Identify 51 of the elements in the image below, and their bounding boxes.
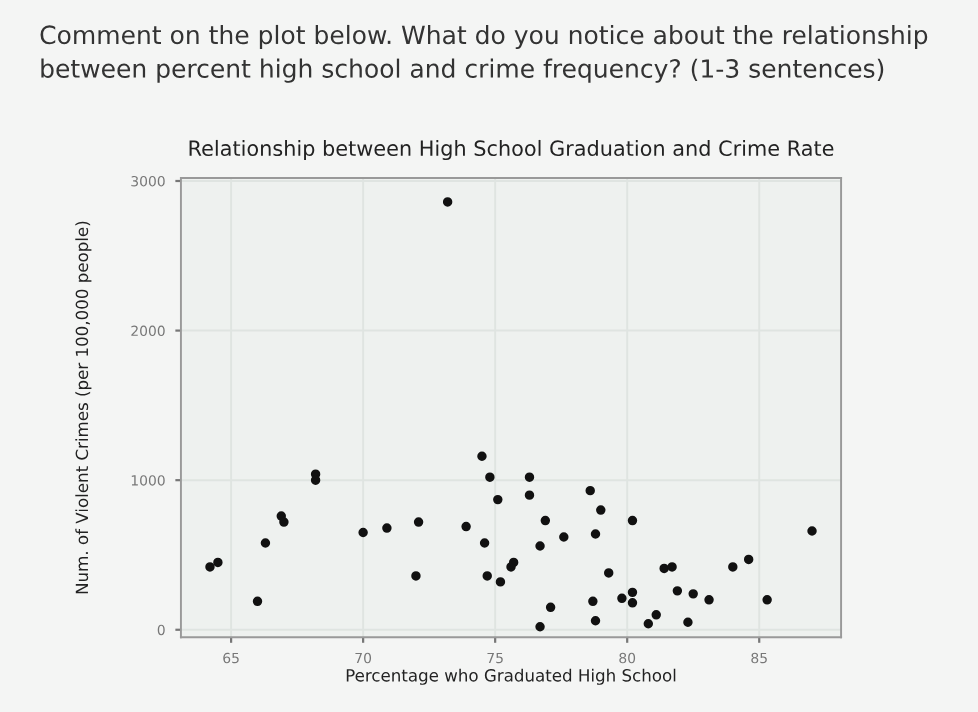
point (590, 529, 601, 539)
point (651, 610, 661, 620)
point (617, 593, 627, 604)
point (643, 619, 654, 629)
point (495, 577, 506, 587)
point (413, 517, 424, 527)
point (807, 526, 817, 536)
point (627, 515, 638, 526)
point (535, 622, 545, 632)
point (683, 617, 693, 627)
point (585, 485, 595, 496)
point (535, 541, 545, 551)
point (762, 595, 772, 605)
point (482, 571, 492, 581)
point (728, 562, 738, 572)
point (411, 571, 421, 581)
point (545, 602, 556, 613)
point (382, 523, 392, 533)
point (358, 527, 368, 538)
point (493, 494, 503, 505)
point (596, 505, 606, 515)
point (743, 554, 754, 565)
point (704, 595, 714, 605)
point (477, 451, 487, 461)
point (588, 596, 598, 607)
text: Comment on the plot below. What do you notice about the relationship between percent high school and crime frequency? (1-3 sentences) (40, 24, 928, 83)
point (659, 563, 669, 574)
point (442, 197, 453, 207)
point (213, 557, 223, 568)
y-axis-title: Num. of Violent Crimes (per 100,000 people) (75, 221, 92, 594)
point (524, 490, 535, 500)
point (205, 562, 215, 572)
point (627, 587, 638, 598)
point (667, 562, 677, 572)
point (260, 538, 271, 548)
point (559, 532, 569, 542)
point (524, 472, 535, 482)
point (672, 586, 683, 596)
point (485, 472, 495, 482)
point (688, 589, 698, 599)
point (252, 596, 263, 607)
x-axis-title: Percentage who Graduated High School (346, 668, 676, 685)
point (508, 557, 519, 568)
point (479, 538, 490, 548)
point (461, 521, 471, 532)
point (603, 568, 614, 578)
chart-title: Relationship between High School Graduation and Crime Rate (189, 139, 834, 161)
point (279, 517, 289, 527)
point (627, 598, 638, 608)
point (540, 515, 551, 526)
point (590, 616, 601, 626)
